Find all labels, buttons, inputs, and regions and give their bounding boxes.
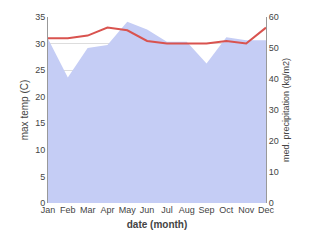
- svg-text:Oct: Oct: [219, 205, 234, 215]
- svg-text:date (month): date (month): [127, 219, 188, 230]
- svg-text:25: 25: [35, 65, 45, 75]
- svg-text:Feb: Feb: [60, 205, 76, 215]
- svg-text:Dec: Dec: [258, 205, 275, 215]
- svg-text:30: 30: [35, 39, 45, 49]
- svg-text:Jun: Jun: [140, 205, 155, 215]
- svg-text:20: 20: [269, 136, 279, 146]
- svg-text:15: 15: [35, 118, 45, 128]
- svg-text:10: 10: [269, 167, 279, 177]
- svg-text:10: 10: [35, 145, 45, 155]
- svg-text:Apr: Apr: [100, 205, 114, 215]
- svg-text:0: 0: [269, 198, 274, 208]
- svg-text:50: 50: [269, 43, 279, 53]
- svg-text:Sep: Sep: [199, 205, 215, 215]
- svg-text:0: 0: [40, 198, 45, 208]
- svg-text:Nov: Nov: [238, 205, 255, 215]
- svg-text:30: 30: [269, 105, 279, 115]
- svg-text:Mar: Mar: [80, 205, 96, 215]
- svg-text:35: 35: [35, 12, 45, 22]
- svg-text:60: 60: [269, 12, 279, 22]
- svg-text:20: 20: [35, 92, 45, 102]
- svg-text:max temp (C): max temp (C): [19, 80, 30, 141]
- svg-text:Jul: Jul: [161, 205, 173, 215]
- svg-text:40: 40: [269, 74, 279, 84]
- svg-text:Jan: Jan: [41, 205, 56, 215]
- svg-text:Aug: Aug: [179, 205, 195, 215]
- svg-text:May: May: [119, 205, 137, 215]
- svg-text:5: 5: [40, 172, 45, 182]
- svg-text:med. precipitation (kg/m2): med. precipitation (kg/m2): [281, 58, 291, 162]
